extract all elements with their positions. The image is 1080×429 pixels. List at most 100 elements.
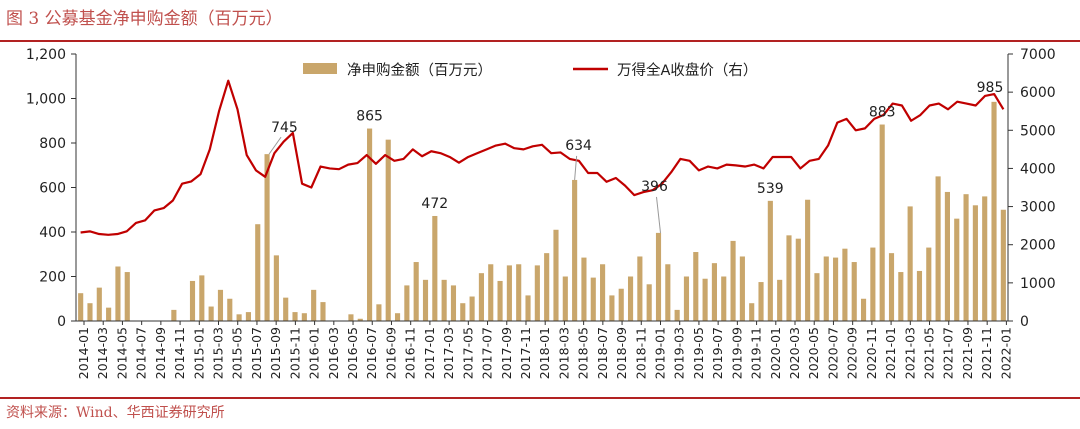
- line-series-path: [80, 79, 1005, 236]
- annotation-leader: [268, 136, 282, 155]
- bottom-rule: [0, 397, 1080, 399]
- x-tick-label: 2018-01: [537, 327, 552, 379]
- x-tick-label: 2016-07: [364, 327, 379, 379]
- bar-25: [311, 289, 317, 321]
- bar-45: [497, 280, 503, 321]
- x-tick-label: 2021-01: [883, 327, 898, 379]
- bar-71: [739, 256, 745, 321]
- bar-55: [590, 277, 596, 321]
- bar-29: [348, 314, 354, 321]
- x-tick-label: 2017-09: [499, 327, 514, 379]
- bar-75: [777, 279, 783, 321]
- bar-97: [982, 196, 988, 321]
- x-tick-label: 2017-11: [518, 327, 533, 379]
- bar-65: [683, 276, 690, 321]
- bar-3: [106, 307, 112, 321]
- x-tick-label: 2014-09: [153, 327, 168, 379]
- left-tick-label: 200: [39, 270, 66, 286]
- bar-0: [78, 293, 84, 321]
- bar-56: [600, 264, 606, 321]
- x-tick-label: 2021-11: [979, 327, 994, 379]
- x-tick-label: 2015-05: [230, 327, 245, 379]
- bar-84: [860, 298, 867, 321]
- x-tick-label: 2014-07: [134, 327, 149, 379]
- bar-94: [954, 218, 960, 321]
- line-series-layer: [80, 79, 1005, 236]
- x-tick-label: 2022-01: [998, 327, 1013, 379]
- bar-62: [655, 232, 662, 321]
- bar-91: [926, 247, 932, 321]
- x-tick-label: 2019-07: [710, 327, 725, 379]
- legend-bar-label: 净申购金额（百万元）: [347, 62, 492, 79]
- x-tick-label: 2021-07: [941, 327, 956, 379]
- bar-38: [432, 215, 438, 321]
- legend: 净申购金额（百万元） 万得全A收盘价（右）: [303, 61, 757, 79]
- bar-87: [888, 253, 895, 321]
- bar-66: [693, 252, 699, 321]
- x-tick-label: 2021-03: [902, 327, 917, 379]
- x-tick-label: 2016-09: [384, 327, 399, 379]
- x-tick-label: 2018-05: [576, 327, 591, 379]
- x-tick-label: 2020-07: [825, 327, 840, 379]
- annotation-label: 985: [977, 80, 1004, 96]
- bar-37: [422, 279, 429, 321]
- bar-32: [376, 304, 382, 321]
- x-tick-label: 2017-07: [480, 327, 495, 379]
- bar-20: [264, 154, 270, 322]
- annotation-leader: [574, 155, 578, 180]
- bar-70: [730, 240, 736, 321]
- bar-5: [124, 272, 130, 321]
- left-tick-label: 1,000: [26, 92, 66, 108]
- bar-68: [711, 263, 717, 321]
- x-tick-label: 2016-03: [326, 327, 341, 379]
- annotation-label: 396: [641, 179, 668, 195]
- axes: 0 200 400 600 800 1,000 1,200 0 1000 2000 3000 4000…: [26, 47, 1056, 379]
- figure-title: 图 3 公募基金净申购金额（百万元）: [6, 9, 283, 29]
- bar-59: [627, 276, 634, 321]
- bar-88: [898, 272, 904, 321]
- x-tick-label: 2014-03: [95, 327, 110, 379]
- x-tick-label: 2015-03: [211, 327, 226, 379]
- bar-67: [702, 278, 708, 321]
- bar-43: [478, 273, 484, 321]
- x-tick-label: 2019-01: [653, 327, 668, 379]
- x-tick-label: 2014-01: [76, 327, 91, 379]
- bar-22: [283, 297, 289, 321]
- bar-17: [236, 314, 242, 321]
- x-tick-label: 2018-09: [614, 327, 629, 379]
- annotation-label: 634: [565, 138, 592, 154]
- bar-57: [609, 295, 615, 321]
- x-tick-label: 2017-05: [460, 327, 475, 379]
- bar-34: [394, 313, 401, 321]
- bar-53: [572, 179, 578, 321]
- x-tick-label: 2018-11: [633, 327, 648, 379]
- bar-72: [749, 303, 755, 321]
- annotation-label: 745: [271, 120, 298, 136]
- bar-82: [842, 248, 848, 321]
- bar-12: [189, 280, 196, 321]
- bar-14: [208, 306, 214, 321]
- bar-79: [814, 273, 820, 321]
- left-tick-label: 0: [57, 314, 66, 330]
- bar-74: [767, 200, 773, 321]
- x-tick-label: 2015-07: [249, 327, 264, 379]
- bar-51: [553, 229, 559, 321]
- bar-92: [935, 176, 941, 322]
- bar-48: [525, 295, 531, 321]
- bar-95: [963, 194, 969, 321]
- x-tick-label: 2017-03: [441, 327, 456, 379]
- bar-96: [972, 205, 978, 321]
- left-tick-label: 600: [39, 181, 66, 197]
- x-tick-label: 2015-01: [191, 327, 206, 379]
- annotation-label: 883: [869, 105, 896, 121]
- bar-98: [991, 101, 997, 321]
- x-tick-label: 2019-11: [749, 327, 764, 379]
- bar-60: [637, 256, 643, 321]
- x-tick-label: 2014-05: [114, 327, 129, 379]
- bar-39: [441, 279, 447, 321]
- left-tick-label: 800: [39, 136, 66, 152]
- x-tick-label: 2016-01: [307, 327, 322, 379]
- bar-64: [674, 309, 680, 322]
- bar-42: [469, 296, 475, 321]
